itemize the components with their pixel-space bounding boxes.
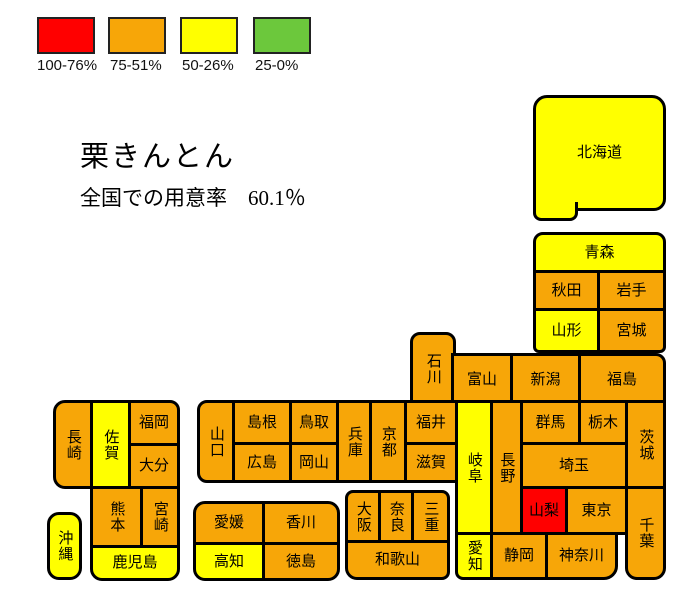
pref-hokkaido-body[interactable]: 北海道 bbox=[533, 95, 666, 211]
pref-toyama[interactable]: 富山 bbox=[451, 353, 513, 406]
pref-nara[interactable]: 奈良 bbox=[378, 490, 414, 543]
pref-nagano[interactable]: 長野 bbox=[490, 400, 523, 535]
pref-tokushima[interactable]: 徳島 bbox=[262, 542, 340, 581]
pref-kyoto[interactable]: 京都 bbox=[369, 400, 407, 483]
legend-label-orange: 75-51% bbox=[110, 57, 162, 74]
pref-shizuoka[interactable]: 静岡 bbox=[490, 532, 548, 580]
legend-swatch-yellow bbox=[180, 17, 238, 54]
pref-shiga[interactable]: 滋賀 bbox=[404, 442, 458, 483]
pref-okinawa[interactable]: 沖縄 bbox=[47, 512, 82, 580]
pref-osaka[interactable]: 大阪 bbox=[345, 490, 381, 543]
pref-tokyo[interactable]: 東京 bbox=[565, 486, 628, 535]
legend-label-red: 100-76% bbox=[37, 57, 98, 74]
pref-kanagawa[interactable]: 神奈川 bbox=[545, 532, 618, 580]
legend-swatch-red bbox=[37, 17, 95, 54]
pref-kagoshima[interactable]: 鹿児島 bbox=[90, 545, 180, 581]
pref-aichi[interactable]: 愛知 bbox=[455, 532, 493, 580]
pref-miyagi[interactable]: 宮城 bbox=[597, 308, 666, 353]
pref-yamagata[interactable]: 山形 bbox=[533, 308, 600, 353]
pref-tochigi[interactable]: 栃木 bbox=[578, 400, 628, 445]
pref-fukuoka[interactable]: 福岡 bbox=[128, 400, 180, 446]
pref-okayama[interactable]: 岡山 bbox=[289, 442, 339, 483]
national-rate: 全国での用意率 60.1％ bbox=[80, 186, 306, 210]
pref-saga[interactable]: 佐賀 bbox=[90, 400, 131, 489]
pref-mie[interactable]: 三重 bbox=[411, 490, 450, 543]
legend-swatch-orange bbox=[108, 17, 166, 54]
pref-fukushima[interactable]: 福島 bbox=[578, 353, 666, 406]
pref-hyogo[interactable]: 兵庫 bbox=[336, 400, 372, 483]
legend-label-green: 25-0% bbox=[255, 57, 299, 74]
pref-saitama[interactable]: 埼玉 bbox=[520, 442, 628, 489]
pref-fukui[interactable]: 福井 bbox=[404, 400, 458, 445]
pref-aomori[interactable]: 青森 bbox=[533, 232, 666, 273]
pref-yamanashi[interactable]: 山梨 bbox=[520, 486, 568, 535]
pref-iwate[interactable]: 岩手 bbox=[597, 270, 666, 311]
pref-yamaguchi[interactable]: 山口 bbox=[197, 400, 235, 483]
pref-chiba[interactable]: 千葉 bbox=[625, 486, 666, 580]
pref-tottori[interactable]: 鳥取 bbox=[289, 400, 339, 445]
pref-kumamoto[interactable]: 熊本 bbox=[90, 486, 143, 548]
pref-nagasaki[interactable]: 長崎 bbox=[53, 400, 93, 489]
pref-wakayama[interactable]: 和歌山 bbox=[345, 540, 450, 580]
pref-akita[interactable]: 秋田 bbox=[533, 270, 600, 311]
pref-hiroshima[interactable]: 広島 bbox=[232, 442, 292, 483]
page-title: 栗きんとん bbox=[80, 141, 236, 173]
pref-niigata[interactable]: 新潟 bbox=[510, 353, 581, 406]
pref-oita[interactable]: 大分 bbox=[128, 443, 180, 489]
pref-ehime[interactable]: 愛媛 bbox=[193, 501, 265, 545]
pref-ibaraki[interactable]: 茨城 bbox=[625, 400, 666, 489]
pref-kochi[interactable]: 高知 bbox=[193, 542, 265, 581]
legend-swatch-green bbox=[253, 17, 311, 54]
pref-ishikawa[interactable]: 石川 bbox=[410, 332, 456, 406]
pref-miyazaki[interactable]: 宮崎 bbox=[140, 486, 180, 548]
pref-gifu[interactable]: 岐阜 bbox=[455, 400, 493, 535]
pref-kagawa[interactable]: 香川 bbox=[262, 501, 340, 545]
pref-gunma[interactable]: 群馬 bbox=[520, 400, 581, 445]
legend-label-yellow: 50-26% bbox=[182, 57, 234, 74]
pref-hokkaido-foot[interactable] bbox=[533, 202, 578, 221]
pref-shimane[interactable]: 島根 bbox=[232, 400, 292, 445]
